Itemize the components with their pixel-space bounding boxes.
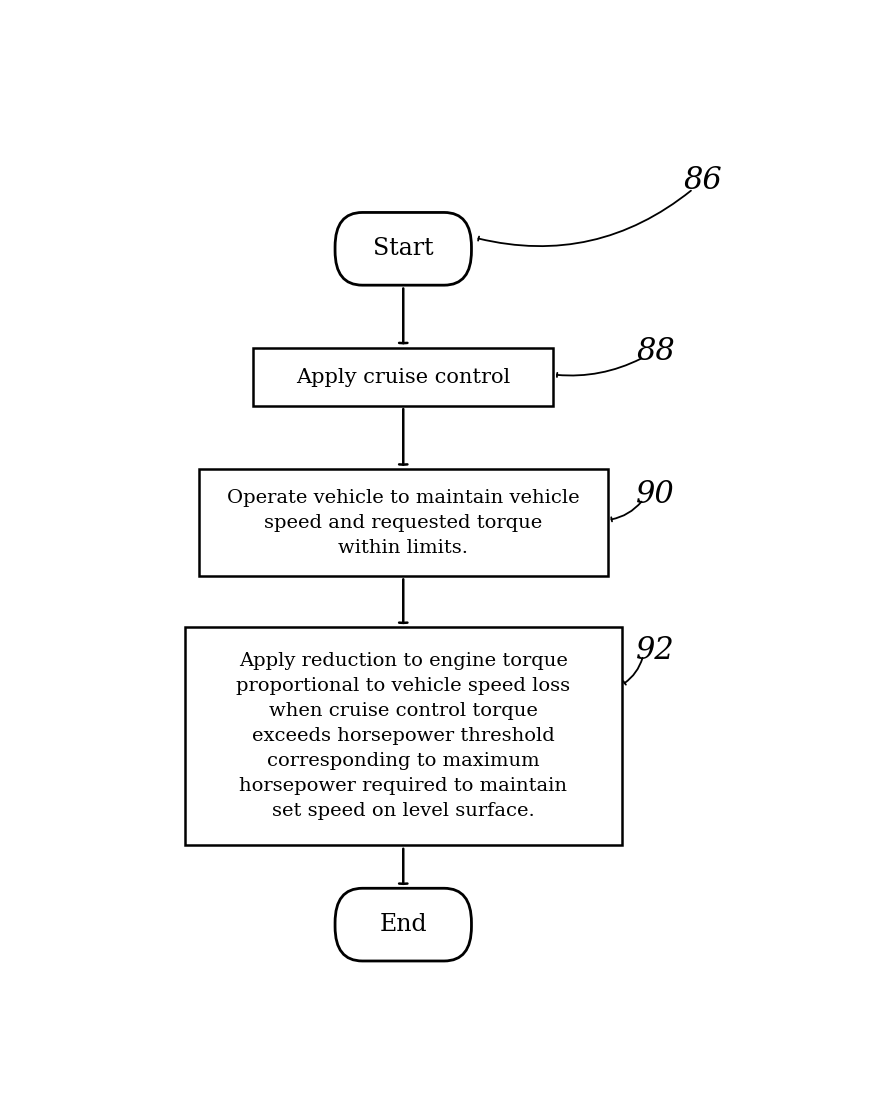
FancyBboxPatch shape — [335, 889, 472, 961]
Text: 88: 88 — [636, 336, 675, 367]
Text: Apply reduction to engine torque
proportional to vehicle speed loss
when cruise : Apply reduction to engine torque proport… — [236, 652, 570, 820]
FancyBboxPatch shape — [199, 469, 608, 575]
Text: Operate vehicle to maintain vehicle
speed and requested torque
within limits.: Operate vehicle to maintain vehicle spee… — [227, 489, 580, 557]
Text: 92: 92 — [636, 635, 675, 667]
FancyBboxPatch shape — [185, 628, 621, 845]
FancyBboxPatch shape — [335, 212, 472, 286]
Text: Start: Start — [373, 238, 434, 260]
Text: 90: 90 — [636, 479, 675, 510]
Text: Apply cruise control: Apply cruise control — [297, 368, 510, 387]
Text: End: End — [379, 913, 427, 937]
Text: 86: 86 — [684, 164, 722, 196]
FancyBboxPatch shape — [253, 348, 554, 407]
